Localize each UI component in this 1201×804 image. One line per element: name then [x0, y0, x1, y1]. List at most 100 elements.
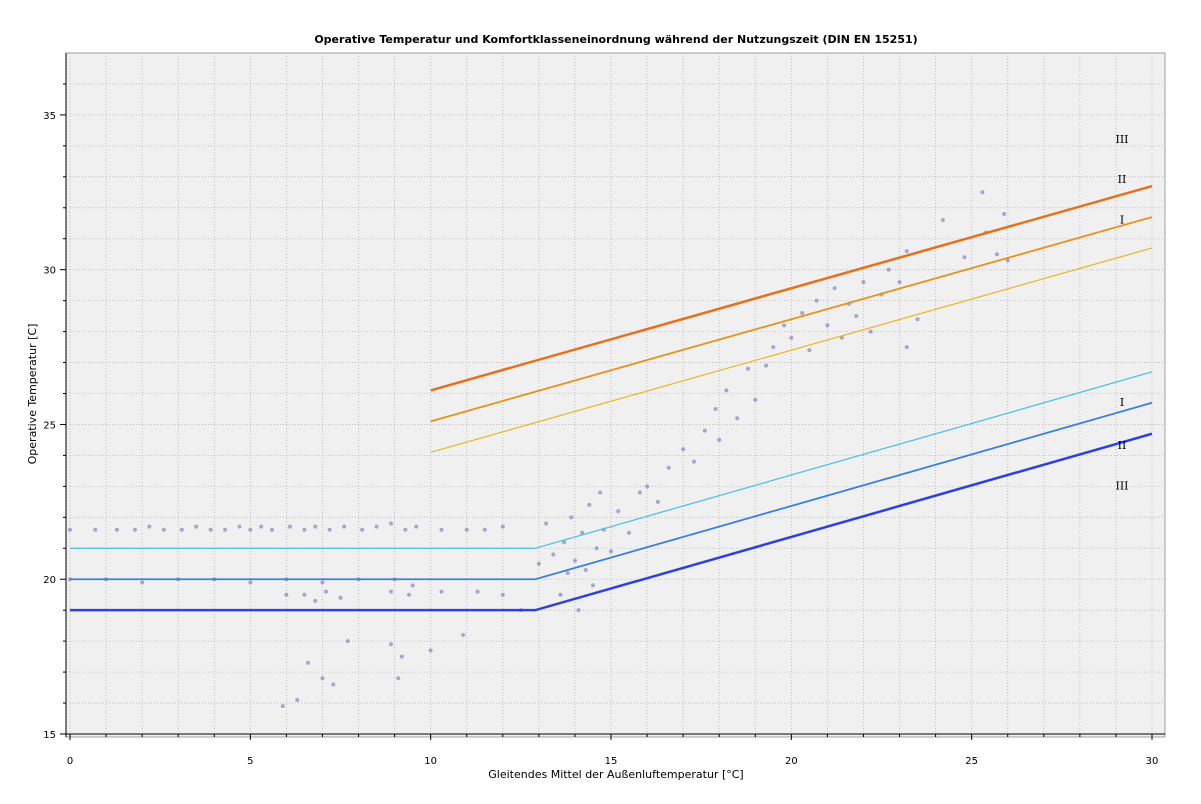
x-tick-label: 10	[424, 756, 437, 767]
category-label-lower: II	[1118, 439, 1127, 452]
scatter-point	[360, 527, 365, 532]
y-axis-label: Operative Temperatur [C]	[26, 324, 39, 465]
scatter-point	[637, 490, 642, 495]
scatter-point	[302, 527, 307, 532]
scatter-point	[132, 527, 137, 532]
scatter-point	[237, 524, 242, 529]
scatter-point	[562, 540, 567, 545]
scatter-point	[320, 676, 325, 681]
comfort-line	[430, 216, 1153, 423]
scatter-point	[248, 580, 253, 585]
scatter-point	[717, 437, 722, 442]
x-tick-label: 20	[785, 756, 798, 767]
scatter-point	[569, 515, 574, 520]
y-tick-label: 15	[43, 730, 56, 741]
category-label-lower: III	[1115, 479, 1128, 492]
scatter-point	[388, 521, 393, 526]
chart-title: Operative Temperatur und Komfortklassene…	[314, 33, 917, 46]
comfort-line	[70, 432, 1153, 612]
scatter-point	[338, 595, 343, 600]
scatter-point	[771, 345, 776, 350]
scatter-point	[904, 345, 909, 350]
scatter-point	[868, 329, 873, 334]
scatter-point	[724, 388, 729, 393]
scatter-point	[461, 632, 466, 637]
scatter-point	[313, 524, 318, 529]
comfort-line	[430, 184, 1153, 392]
scatter-point	[825, 323, 830, 328]
scatter-point	[439, 589, 444, 594]
category-label-upper: I	[1120, 213, 1124, 226]
scatter-point	[439, 527, 444, 532]
scatter-point	[551, 552, 556, 557]
scatter-point	[500, 592, 505, 597]
comfort-lines	[70, 184, 1153, 612]
scatter-point	[627, 530, 632, 535]
scatter-point	[407, 592, 412, 597]
scatter-point	[374, 524, 379, 529]
scatter-point	[482, 527, 487, 532]
scatter-point	[320, 580, 325, 585]
scatter-point	[295, 697, 300, 702]
scatter-point	[414, 524, 419, 529]
scatter-point	[814, 298, 819, 303]
comfort-line	[70, 401, 1153, 581]
scatter-point	[302, 592, 307, 597]
x-tick-label: 25	[965, 756, 978, 767]
scatter-point	[854, 314, 859, 319]
scatter-point	[915, 317, 920, 322]
scatter-point	[645, 484, 650, 489]
scatter-point	[500, 524, 505, 529]
scatter-point	[580, 530, 585, 535]
scatter-point	[269, 527, 274, 532]
scatter-point	[753, 397, 758, 402]
scatter-point	[342, 524, 347, 529]
scatter-point	[940, 218, 945, 223]
category-label-upper: II	[1118, 173, 1127, 186]
scatter-point	[179, 527, 184, 532]
scatter-point	[583, 567, 588, 572]
scatter-point	[691, 459, 696, 464]
scatter-point	[544, 521, 549, 526]
scatter-point	[410, 583, 415, 588]
scatter-point	[114, 527, 119, 532]
comfort-line	[430, 247, 1153, 453]
scatter-point	[345, 639, 350, 644]
scatter-point	[1002, 211, 1007, 216]
y-tick-label: 25	[43, 420, 56, 431]
scatter-point	[161, 527, 166, 532]
scatter-point	[807, 348, 812, 353]
scatter-point	[464, 527, 469, 532]
category-label-upper: III	[1115, 133, 1128, 146]
scatter-point	[475, 589, 480, 594]
scatter-point	[399, 654, 404, 659]
scatter-point	[324, 589, 329, 594]
scatter-point	[403, 527, 408, 532]
scatter-point	[313, 598, 318, 603]
scatter-point	[208, 527, 213, 532]
scatter-point	[223, 527, 228, 532]
scatter-point	[861, 280, 866, 285]
scatter-point	[248, 527, 253, 532]
scatter-point	[897, 280, 902, 285]
scatter-point	[93, 527, 98, 532]
grid	[69, 53, 1165, 734]
scatter-point	[572, 558, 577, 563]
scatter-point	[782, 323, 787, 328]
scatter-point	[428, 648, 433, 653]
scatter-point	[735, 416, 740, 421]
scatter-point	[565, 571, 570, 576]
scatter-point	[962, 255, 967, 260]
scatter-point	[388, 642, 393, 647]
scatter-point	[609, 549, 613, 554]
x-axis-label: Gleitendes Mittel der Außenluftemperatur…	[488, 768, 743, 781]
scatter-point	[1005, 258, 1010, 263]
axes: 0 5 10 15 20 25 30 15 20 25 30 35	[43, 53, 1165, 767]
scatter-point	[558, 592, 563, 597]
scatter-point	[616, 509, 621, 514]
scatter-point	[666, 465, 671, 470]
comfort-line	[70, 371, 1153, 549]
